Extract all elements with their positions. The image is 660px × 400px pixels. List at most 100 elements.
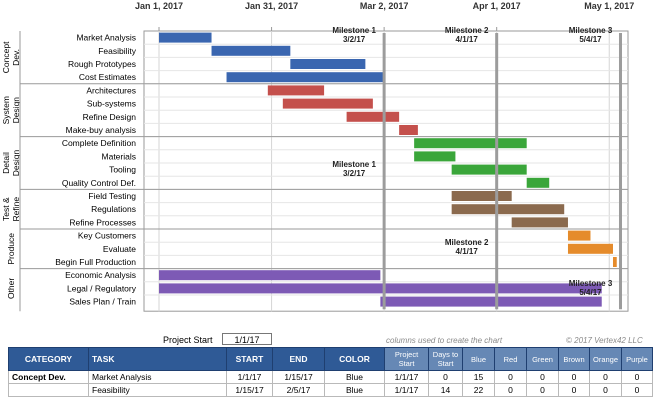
task-bar — [451, 164, 527, 175]
milestone-date: 3/2/17 — [343, 169, 366, 178]
task-label: Complete Definition — [62, 138, 136, 148]
copyright-text: © 2017 Vertex42 LLC — [566, 336, 643, 345]
schedule-table: CATEGORY TASK START END COLOR Project St… — [8, 347, 653, 397]
task-bar — [159, 283, 602, 294]
task-label: Rough Prototypes — [68, 59, 136, 69]
header-purple: Purple — [621, 347, 653, 371]
task-label: Field Testing — [88, 191, 136, 201]
task-label: Refine Design — [83, 112, 137, 122]
task-label: Feasibility — [98, 46, 137, 56]
plot-area — [143, 30, 629, 312]
milestone-date: 3/2/17 — [343, 35, 366, 44]
task-bar — [399, 125, 418, 135]
header-orange: Orange — [589, 347, 622, 371]
cell-start[interactable]: 1/1/17 — [226, 370, 273, 384]
cell-task[interactable]: Feasibility — [88, 383, 227, 397]
task-label: Key Customers — [78, 231, 136, 241]
cell-green: 0 — [526, 383, 559, 397]
category-label: Refine — [11, 197, 21, 222]
category-label: Test & — [1, 197, 11, 221]
milestone-title: Milestone 2 — [445, 26, 489, 35]
header-days-to-start: Days to Start — [428, 347, 463, 371]
cell-orange: 0 — [589, 370, 622, 384]
cell-purple: 0 — [621, 370, 653, 384]
chart-columns-note: columns used to create the chart — [386, 336, 503, 345]
task-bar — [226, 72, 385, 83]
category-label: Produce — [6, 233, 16, 265]
task-bar — [451, 191, 512, 201]
cell-project-start: 1/1/17 — [384, 383, 429, 397]
task-label: Architectures — [86, 85, 136, 95]
category-label: Dev. — [11, 49, 21, 66]
header-brown: Brown — [558, 347, 590, 371]
cell-color[interactable]: Blue — [324, 383, 385, 397]
header-task: TASK — [88, 347, 227, 371]
milestone-title: Milestone 1 — [332, 160, 376, 169]
header-blue: Blue — [462, 347, 495, 371]
milestone-date: 4/1/17 — [456, 35, 479, 44]
gantt-chart: Jan 1, 2017 Jan 31, 2017 Mar 2, 2017 Apr 1,… — [1, 1, 634, 312]
cell-days-to-start: 0 — [428, 370, 463, 384]
category-label: Design — [11, 150, 21, 177]
task-label: Legal / Regulatory — [67, 283, 137, 293]
cell-brown: 0 — [558, 370, 590, 384]
task-label: Materials — [102, 151, 136, 161]
task-label: Refine Processes — [69, 217, 136, 227]
milestone-title: Milestone 3 — [569, 279, 613, 288]
header-green: Green — [526, 347, 559, 371]
cell-category[interactable] — [8, 383, 89, 397]
cell-end[interactable]: 2/5/17 — [272, 383, 325, 397]
cell-category[interactable]: Concept Dev. — [8, 370, 89, 384]
cell-project-start: 1/1/17 — [384, 370, 429, 384]
task-label: Economic Analysis — [65, 270, 136, 280]
task-label: Quality Control Def. — [62, 178, 136, 188]
project-start-input[interactable]: 1/1/17 — [222, 333, 272, 345]
task-label: Market Analysis — [76, 33, 136, 43]
task-label: Regulations — [91, 204, 136, 214]
task-bar — [211, 45, 291, 56]
milestone-title: Milestone 1 — [332, 26, 376, 35]
cell-orange: 0 — [589, 383, 622, 397]
header-start: START — [226, 347, 273, 371]
cell-color[interactable]: Blue — [324, 370, 385, 384]
task-bar — [380, 296, 602, 307]
cell-green: 0 — [526, 370, 559, 384]
cell-blue: 15 — [462, 370, 495, 384]
cell-start[interactable]: 1/15/17 — [226, 383, 273, 397]
milestone-date: 5/4/17 — [579, 35, 602, 44]
header-color: COLOR — [324, 347, 385, 371]
task-label: Evaluate — [103, 244, 136, 254]
cell-red: 0 — [494, 383, 527, 397]
task-bar — [414, 151, 456, 162]
table-row: Feasibility 1/15/17 2/5/17 Blue 1/1/17 1… — [8, 383, 653, 397]
milestone-title: Milestone 2 — [445, 238, 489, 247]
task-bar — [346, 111, 400, 122]
category-label: Other — [6, 278, 16, 299]
task-label: Tooling — [109, 165, 136, 175]
task-label: Cost Estimates — [79, 72, 136, 82]
x-tick-label: Jan 1, 2017 — [135, 1, 183, 11]
table-row: Concept Dev. Market Analysis 1/1/17 1/15… — [8, 370, 653, 384]
x-tick-label: Apr 1, 2017 — [473, 1, 521, 11]
task-bar — [567, 243, 613, 254]
task-label: Sales Plan / Train — [69, 297, 136, 307]
milestone-date: 4/1/17 — [456, 247, 479, 256]
header-project-start: Project Start — [384, 347, 429, 371]
cell-purple: 0 — [621, 383, 653, 397]
x-tick-label: May 1, 2017 — [584, 1, 634, 11]
task-bar — [612, 257, 617, 267]
category-label: System — [1, 96, 11, 124]
task-bar — [290, 59, 366, 69]
cell-red: 0 — [494, 370, 527, 384]
milestone-title: Milestone 3 — [569, 26, 613, 35]
cell-end[interactable]: 1/15/17 — [272, 370, 325, 384]
task-bar — [159, 270, 381, 281]
x-tick-label: Mar 2, 2017 — [360, 1, 409, 11]
milestone-date: 5/4/17 — [579, 288, 602, 297]
cell-blue: 22 — [462, 383, 495, 397]
task-bar — [267, 85, 325, 96]
cell-task[interactable]: Market Analysis — [88, 370, 227, 384]
task-label: Begin Full Production — [55, 257, 136, 267]
table-header-row: CATEGORY TASK START END COLOR Project St… — [8, 347, 653, 371]
project-start-label: Project Start — [163, 335, 213, 345]
